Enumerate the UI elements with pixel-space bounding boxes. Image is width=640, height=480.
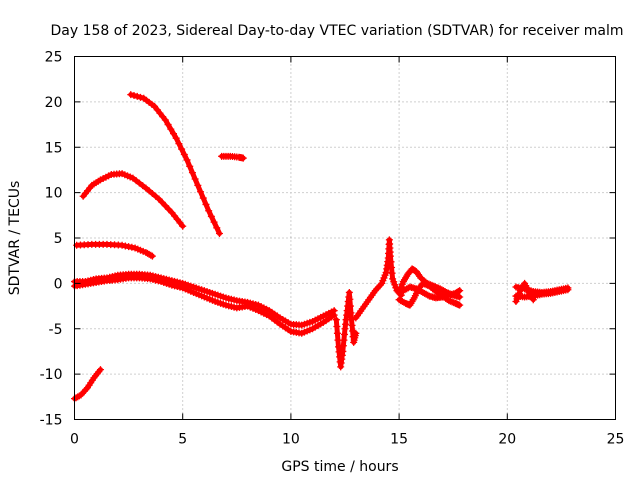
data-point-marker: [164, 121, 172, 129]
data-point-marker: [172, 134, 180, 142]
data-point-marker: [161, 116, 169, 124]
data-point-marker: [424, 291, 432, 299]
x-tick-label: 0: [70, 432, 79, 448]
data-point-marker: [179, 222, 187, 230]
series-main-band-b: [71, 274, 338, 337]
data-point-marker: [446, 297, 454, 305]
series-late-band-c: [512, 279, 537, 306]
data-point-marker: [345, 288, 353, 296]
data-point-marker: [202, 200, 210, 208]
data-point-marker: [422, 281, 430, 289]
data-point-marker: [188, 169, 196, 177]
data-point-marker: [155, 195, 163, 203]
data-point-marker: [130, 92, 138, 100]
data-point-marker: [118, 241, 126, 249]
data-point-marker: [199, 194, 207, 202]
y-axis-label: SDTVAR / TECUs: [7, 181, 23, 296]
data-point-marker: [137, 93, 145, 101]
data-point-marker: [456, 301, 464, 309]
series-arc-low-rising: [71, 366, 104, 403]
series-wave-15-18-c: [399, 283, 464, 302]
x-tick-label: 10: [282, 432, 300, 448]
data-point-marker: [352, 329, 360, 337]
data-point-marker: [180, 151, 188, 159]
data-point-marker: [147, 251, 155, 259]
y-tick-label: 10: [45, 186, 63, 202]
data-point-marker: [207, 212, 215, 220]
data-point-marker: [178, 145, 186, 153]
y-tick-label: -10: [40, 367, 63, 383]
data-point-marker: [125, 243, 133, 251]
data-point-marker: [194, 181, 202, 189]
data-point-marker: [456, 293, 464, 301]
y-tick-label: -15: [40, 413, 63, 429]
data-point-marker: [175, 140, 183, 148]
x-tick-label: 5: [178, 432, 187, 448]
series-spike-12: [332, 288, 360, 371]
chart-title: Day 158 of 2023, Sidereal Day-to-day VTE…: [51, 23, 624, 39]
data-point-marker: [213, 224, 221, 232]
data-point-marker: [239, 154, 247, 162]
data-point-marker: [121, 242, 129, 250]
y-tick-label: 15: [45, 140, 63, 156]
data-point-marker: [332, 316, 340, 324]
data-point-marker: [346, 295, 354, 303]
data-point-marker: [421, 280, 429, 288]
data-point-marker: [330, 311, 338, 319]
data-point-marker: [183, 156, 191, 164]
data-point-marker: [161, 202, 169, 210]
grid-layer: [74, 56, 616, 420]
y-tick-label: 5: [54, 231, 63, 247]
data-point-marker: [210, 218, 218, 226]
data-point-marker: [191, 175, 199, 183]
data-point-marker: [205, 207, 213, 215]
data-point-marker: [128, 243, 136, 251]
data-point-marker: [456, 287, 464, 295]
data-point-marker: [148, 252, 156, 260]
data-point-marker: [96, 366, 104, 374]
data-point-marker: [334, 336, 342, 344]
x-tick-label: 20: [498, 432, 516, 448]
series-arc-short-14: [218, 152, 247, 162]
data-point-marker: [186, 162, 194, 170]
data-point-marker: [215, 229, 223, 237]
series-layer: [71, 91, 572, 403]
x-axis-label: GPS time / hours: [281, 459, 398, 475]
data-point-marker: [564, 286, 572, 294]
data-point-marker: [333, 322, 341, 330]
data-point-marker: [419, 279, 427, 287]
y-tick-label: 25: [45, 50, 63, 66]
data-point-marker: [167, 125, 175, 133]
y-tick-label: 0: [54, 276, 63, 292]
x-tick-label: 25: [607, 432, 625, 448]
data-point-marker: [448, 298, 456, 306]
series-arc-descending-from-21: [127, 91, 223, 237]
data-point-marker: [127, 91, 135, 99]
series-arc-flat-4: [73, 240, 156, 260]
y-tick-label: 20: [45, 95, 63, 111]
y-tick-label: -5: [49, 322, 63, 338]
tick-layer: 0 5 10 15 20 25 -15 -10 -5 0 5 10 15 20 25: [40, 50, 625, 448]
data-point-marker: [333, 329, 341, 337]
data-point-marker: [170, 130, 178, 138]
data-point-marker: [197, 188, 205, 196]
data-point-marker: [529, 296, 537, 304]
data-point-marker: [165, 205, 173, 213]
data-point-marker: [347, 309, 355, 317]
x-tick-label: 15: [390, 432, 408, 448]
series-arc-hump-12: [79, 170, 187, 230]
data-point-marker: [133, 92, 141, 100]
data-point-marker: [346, 302, 354, 310]
data-point-marker: [158, 198, 166, 206]
series-rise-to-15: [352, 236, 405, 322]
data-point-marker: [455, 287, 463, 295]
